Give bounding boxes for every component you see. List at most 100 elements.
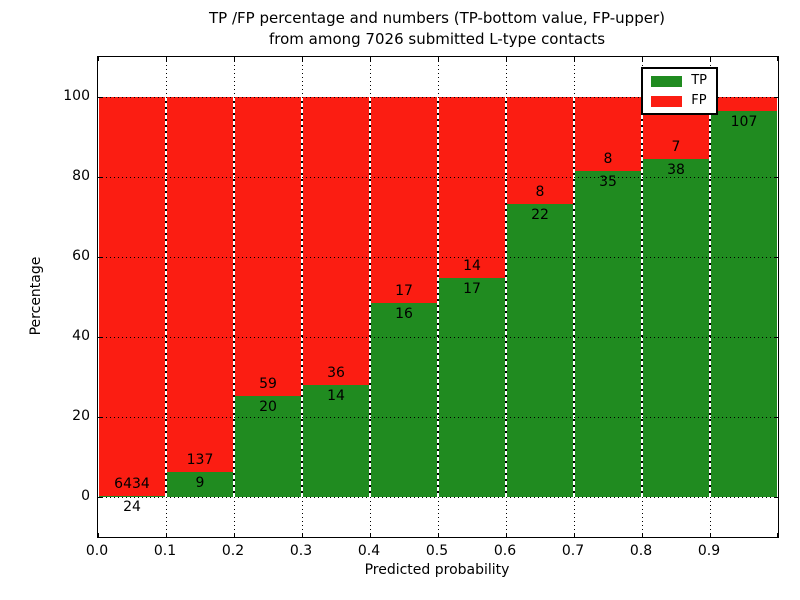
bar-tp-count: 14 — [327, 388, 345, 404]
x-tick-label: 0.1 — [153, 543, 177, 559]
bin-separator — [641, 97, 643, 497]
legend: TP FP — [641, 67, 718, 115]
bin-separator — [369, 97, 371, 497]
bar-tp-count: 20 — [259, 398, 277, 415]
x-tick-label: 0.6 — [493, 543, 517, 559]
bin-separator — [301, 97, 303, 497]
bar-fp-count: 6434 — [114, 475, 150, 492]
bar-tp-segment — [303, 385, 369, 497]
bar-tp-count: 9 — [195, 475, 205, 492]
x-tick-label: 0.9 — [697, 543, 721, 559]
y-gridline — [98, 96, 778, 98]
y-gridline — [98, 496, 778, 498]
x-tick-mark — [642, 57, 643, 61]
x-tick-mark — [234, 533, 235, 537]
bar-tp-segment — [235, 395, 301, 497]
y-tick-mark — [774, 497, 778, 498]
x-tick-mark — [777, 533, 778, 537]
bin-separator — [233, 97, 235, 497]
y-tick-label: 100 — [63, 88, 90, 104]
bar-fp-segment — [167, 97, 233, 473]
bar-tp-count: 38 — [667, 162, 685, 179]
x-tick-mark — [710, 57, 711, 61]
bar-tp-count: 22 — [531, 206, 549, 223]
y-tick-label: 0 — [81, 488, 90, 504]
bar-fp-segment — [99, 97, 165, 496]
x-tick-mark — [98, 533, 99, 537]
bar-fp-count: 7 — [671, 139, 681, 156]
x-tick-label: 0.2 — [221, 543, 245, 559]
x-tick-mark — [777, 57, 778, 61]
x-tick-mark — [98, 57, 99, 61]
bar-fp-segment — [439, 97, 505, 278]
y-gridline — [98, 256, 778, 258]
x-tick-label: 0.3 — [289, 543, 313, 559]
bar-fp-count: 36 — [327, 365, 345, 381]
y-tick-mark — [98, 337, 102, 338]
bin-separator — [709, 97, 711, 497]
x-tick-mark — [302, 57, 303, 61]
bar-tp-count: 17 — [463, 280, 481, 297]
bar-tp-segment — [507, 203, 573, 497]
bin-separator — [165, 97, 167, 497]
tp-color-swatch — [651, 75, 683, 87]
x-tick-mark — [166, 57, 167, 61]
x-tick-mark — [302, 533, 303, 537]
bar-tp-segment — [575, 171, 641, 497]
bar-fp-count: 8 — [603, 151, 613, 168]
bar-fp-segment — [371, 97, 437, 304]
y-tick-mark — [98, 257, 102, 258]
bar-tp-count: 107 — [730, 114, 758, 131]
x-tick-mark — [506, 57, 507, 61]
x-tick-mark — [574, 57, 575, 61]
bar-tp-count: 35 — [599, 174, 617, 191]
bar-fp-segment — [235, 97, 301, 396]
x-tick-label: 0.4 — [357, 543, 381, 559]
x-tick-mark — [166, 533, 167, 537]
x-tick-label: 0.0 — [85, 543, 109, 559]
bar-tp-count: 24 — [123, 498, 141, 515]
y-gridline — [98, 416, 778, 418]
y-tick-mark — [774, 177, 778, 178]
legend-label-tp: TP — [691, 73, 707, 88]
y-gridline — [98, 176, 778, 178]
bin-separator — [505, 97, 507, 497]
x-tick-mark — [642, 533, 643, 537]
x-axis-label: Predicted probability — [364, 562, 510, 578]
bar-fp-count: 14 — [463, 257, 481, 274]
bar-tp-segment — [439, 277, 505, 497]
y-tick-mark — [774, 257, 778, 258]
y-tick-mark — [98, 417, 102, 418]
bar-tp-segment — [711, 111, 777, 497]
x-tick-mark — [370, 57, 371, 61]
bar-fp-count: 137 — [186, 452, 214, 469]
y-tick-mark — [774, 97, 778, 98]
y-tick-label: 60 — [72, 248, 90, 264]
bar-tp-segment — [167, 472, 233, 497]
plot-area: TP FP 6434 24 137 9 59 20 36 14 17 16 14 17 8 22 8 35 7 3… — [97, 56, 779, 538]
bar-fp-segment — [711, 97, 777, 112]
bar-tp-segment — [643, 159, 709, 497]
y-tick-label: 80 — [72, 168, 90, 184]
bar-fp-count: 17 — [395, 283, 413, 300]
x-tick-mark — [506, 533, 507, 537]
x-tick-label: 0.7 — [561, 543, 585, 559]
bar-fp-segment — [575, 97, 641, 172]
fp-color-swatch — [651, 95, 683, 107]
x-tick-mark — [710, 533, 711, 537]
bin-separator — [573, 97, 575, 497]
x-tick-mark — [574, 533, 575, 537]
x-tick-mark — [438, 533, 439, 537]
y-tick-mark — [98, 97, 102, 98]
y-tick-label: 40 — [72, 328, 90, 344]
chart-title-line-2: from among 7026 submitted L-type contact… — [268, 30, 606, 48]
y-axis-label: Percentage — [28, 256, 44, 336]
y-tick-mark — [774, 417, 778, 418]
bar-tp-segment — [99, 495, 165, 498]
bar-tp-count: 16 — [395, 306, 413, 323]
bar-fp-count: 59 — [259, 375, 277, 392]
bin-separator — [437, 97, 439, 497]
chart-title-line-1: TP /FP percentage and numbers (TP-bottom… — [209, 9, 665, 27]
x-tick-label: 0.8 — [629, 543, 653, 559]
y-tick-mark — [98, 497, 102, 498]
